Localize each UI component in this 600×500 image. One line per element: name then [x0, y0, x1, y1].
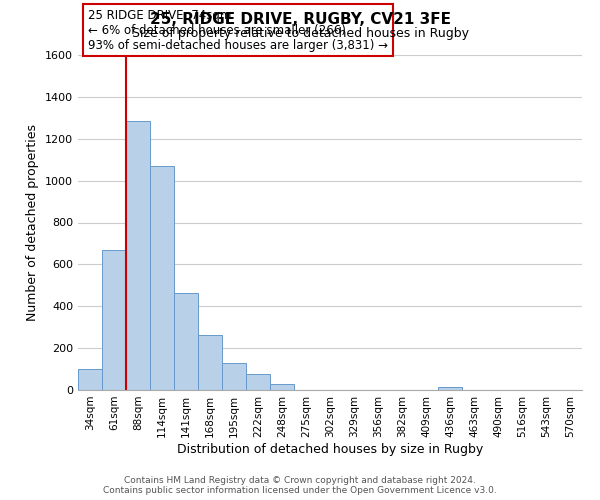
Text: Size of property relative to detached houses in Rugby: Size of property relative to detached ho… — [131, 28, 469, 40]
Bar — [78, 369, 102, 390]
Text: 25 RIDGE DRIVE: 74sqm
← 6% of detached houses are smaller (266)
93% of semi-deta: 25 RIDGE DRIVE: 74sqm ← 6% of detached h… — [88, 8, 388, 52]
Bar — [270, 384, 294, 390]
Y-axis label: Number of detached properties: Number of detached properties — [26, 124, 40, 321]
Bar — [438, 387, 462, 390]
Bar — [246, 374, 270, 390]
Bar — [126, 121, 150, 390]
Bar — [174, 292, 198, 390]
Text: Contains HM Land Registry data © Crown copyright and database right 2024.
Contai: Contains HM Land Registry data © Crown c… — [103, 476, 497, 495]
Bar — [150, 166, 174, 390]
Bar — [222, 363, 246, 390]
Bar — [102, 250, 126, 390]
Bar — [198, 334, 222, 390]
Text: 25, RIDGE DRIVE, RUGBY, CV21 3FE: 25, RIDGE DRIVE, RUGBY, CV21 3FE — [149, 12, 451, 28]
X-axis label: Distribution of detached houses by size in Rugby: Distribution of detached houses by size … — [177, 442, 483, 456]
